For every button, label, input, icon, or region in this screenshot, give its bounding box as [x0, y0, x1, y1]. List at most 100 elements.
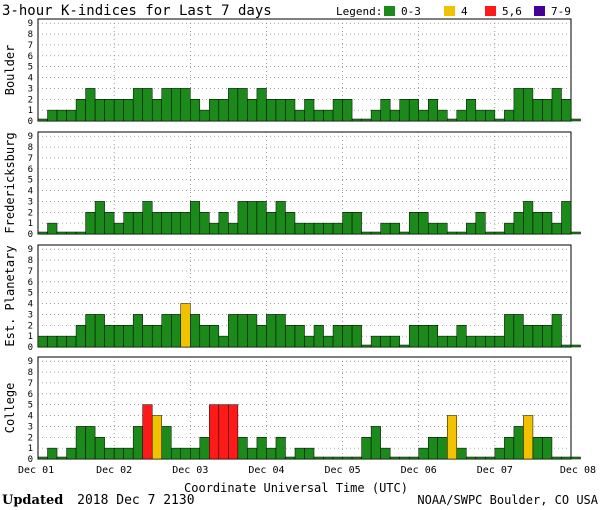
- bar: [285, 212, 296, 235]
- bar: [399, 344, 410, 348]
- bar: [247, 201, 258, 235]
- legend-swatch-3: [534, 6, 545, 16]
- y-tick-label: 7: [28, 267, 33, 277]
- bar: [399, 456, 410, 460]
- bar: [190, 447, 201, 460]
- bar: [466, 222, 477, 235]
- bar: [437, 109, 448, 122]
- y-tick-label: 9: [28, 245, 33, 255]
- bar: [351, 118, 362, 122]
- bar: [523, 201, 534, 235]
- bar: [456, 231, 467, 235]
- bar: [209, 99, 220, 122]
- bar: [247, 99, 258, 122]
- y-tick-label: 4: [28, 412, 33, 422]
- bar: [75, 325, 86, 348]
- bar: [475, 456, 486, 460]
- bar: [351, 212, 362, 235]
- y-tick-label: 1: [28, 219, 33, 229]
- y-tick-label: 5: [28, 63, 33, 73]
- bar: [151, 99, 162, 122]
- bar: [332, 325, 343, 348]
- y-tick-label: 7: [28, 41, 33, 51]
- bar: [37, 231, 48, 235]
- bar: [171, 314, 182, 348]
- bar: [408, 212, 419, 235]
- bar: [532, 212, 543, 235]
- y-tick-label: 8: [28, 256, 33, 266]
- bar: [485, 335, 496, 348]
- bar: [218, 212, 229, 235]
- bar: [494, 447, 505, 460]
- y-tick-label: 5: [28, 176, 33, 186]
- bar: [342, 212, 353, 235]
- bar: [456, 325, 467, 348]
- y-tick-label: 8: [28, 143, 33, 153]
- bar: [228, 314, 239, 348]
- bar: [171, 447, 182, 460]
- bar: [256, 437, 267, 460]
- bar: [132, 88, 143, 122]
- bar: [266, 212, 277, 235]
- y-tick-label: 2: [28, 208, 33, 218]
- x-tick-label: Dec 03: [172, 465, 208, 476]
- y-axis-label: Fredericksburg: [3, 132, 17, 233]
- y-tick-label: 6: [28, 278, 33, 288]
- bar: [323, 222, 334, 235]
- bar: [132, 314, 143, 348]
- bar: [323, 109, 334, 122]
- bar: [199, 109, 210, 122]
- bar: [266, 447, 277, 460]
- bar: [180, 88, 191, 122]
- bar: [256, 88, 267, 122]
- bar: [94, 314, 105, 348]
- bar: [447, 415, 458, 460]
- bar: [228, 404, 239, 460]
- bar: [389, 335, 400, 348]
- y-tick-label: 0: [28, 117, 33, 127]
- bar: [66, 109, 77, 122]
- legend-swatch-1: [444, 6, 455, 16]
- y-axis-label: Est. Planetary: [3, 245, 17, 346]
- bar: [494, 118, 505, 122]
- bar: [275, 437, 286, 460]
- bar: [228, 88, 239, 122]
- legend-swatch-0: [384, 6, 395, 16]
- bar: [447, 231, 458, 235]
- bar: [380, 99, 391, 122]
- bar: [94, 99, 105, 122]
- y-tick-label: 2: [28, 95, 33, 105]
- bar: [237, 88, 248, 122]
- bar: [504, 437, 515, 460]
- bar: [304, 222, 315, 235]
- y-axis-label: College: [3, 383, 17, 434]
- bar: [494, 231, 505, 235]
- bar: [389, 222, 400, 235]
- bar: [523, 415, 534, 460]
- bar: [228, 222, 239, 235]
- bar: [447, 118, 458, 122]
- bar: [399, 99, 410, 122]
- bar: [247, 314, 258, 348]
- bar: [475, 335, 486, 348]
- bar: [199, 325, 210, 348]
- bar: [370, 109, 381, 122]
- y-tick-label: 0: [28, 230, 33, 240]
- bar: [418, 325, 429, 348]
- bar: [66, 231, 77, 235]
- bar: [332, 222, 343, 235]
- y-tick-label: 5: [28, 289, 33, 299]
- legend-swatch-2: [485, 6, 496, 16]
- bar: [209, 404, 220, 460]
- updated-label: Updated: [2, 493, 63, 508]
- bar: [37, 335, 48, 348]
- bar: [285, 325, 296, 348]
- y-tick-label: 8: [28, 368, 33, 378]
- bar: [570, 118, 581, 122]
- bar: [47, 109, 58, 122]
- chart-panels: 0123456789Boulder0123456789Fredericksbur…: [3, 18, 581, 465]
- y-tick-label: 6: [28, 52, 33, 62]
- bar: [361, 118, 372, 122]
- bar: [256, 325, 267, 348]
- y-tick-label: 6: [28, 390, 33, 400]
